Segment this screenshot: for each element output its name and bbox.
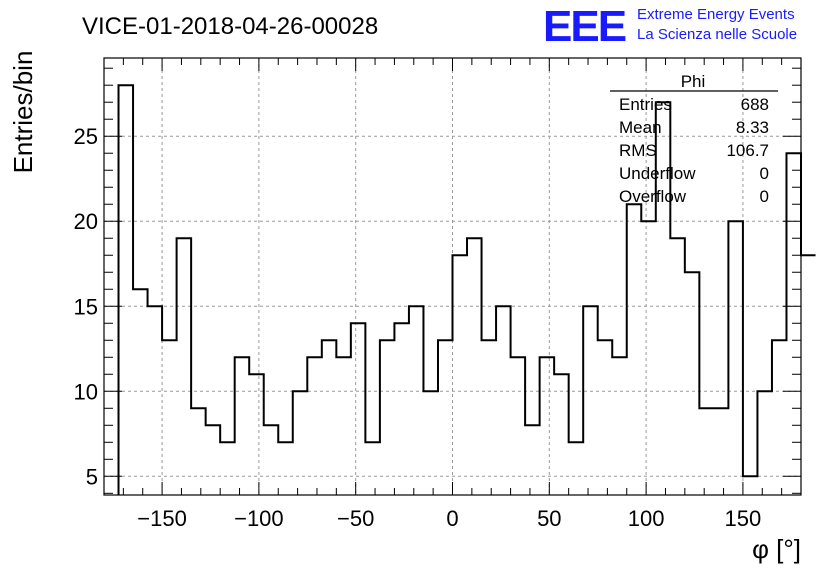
logo-line-2: La Scienza nelle Scuole — [637, 26, 797, 43]
histogram-step-line — [117, 84, 816, 495]
y-axis-title: Entries/bin — [8, 51, 38, 174]
y-tick-label: 10 — [74, 379, 98, 404]
stats-value: 0 — [760, 187, 769, 206]
x-tick-label: −50 — [337, 506, 374, 531]
x-tick-labels: −150 −100 −50 0 50 100 150 — [137, 506, 761, 531]
stats-value: 8.33 — [736, 118, 769, 137]
x-tick-label: 0 — [446, 506, 458, 531]
stats-title: Phi — [681, 72, 706, 91]
logo-mark: EEE — [543, 2, 626, 51]
stats-value: 688 — [741, 95, 769, 114]
logo-line-1: Extreme Energy Events — [637, 6, 795, 23]
stats-value: 106.7 — [726, 141, 769, 160]
x-tick-label: 150 — [725, 506, 762, 531]
x-tick-label: −100 — [234, 506, 284, 531]
chart-title: VICE-01-2018-04-26-00028 — [82, 13, 378, 40]
y-tick-label: 25 — [74, 124, 98, 149]
stats-label: RMS — [619, 141, 657, 160]
x-tick-label: 100 — [628, 506, 665, 531]
x-axis-title: φ [°] — [752, 534, 801, 564]
stats-label: Mean — [619, 118, 662, 137]
y-tick-label: 20 — [74, 209, 98, 234]
y-tick-labels: 5 10 15 20 25 — [74, 124, 98, 489]
stats-box: Phi Entries 688 Mean 8.33 RMS 106.7 Underflow 0… — [610, 72, 778, 206]
x-tick-label: −150 — [137, 506, 187, 531]
stats-label: Overflow — [619, 187, 687, 206]
stats-label: Underflow — [619, 164, 696, 183]
y-tick-label: 15 — [74, 294, 98, 319]
eee-logo: EEE Extreme Energy Events La Scienza nel… — [543, 2, 797, 51]
y-tick-label: 5 — [86, 464, 98, 489]
stats-value: 0 — [760, 164, 769, 183]
stats-label: Entries — [619, 95, 672, 114]
stats-rows: Entries 688 Mean 8.33 RMS 106.7 Underflow 0 Over… — [619, 95, 769, 206]
x-tick-label: 50 — [537, 506, 561, 531]
axis-ticks — [103, 58, 802, 495]
